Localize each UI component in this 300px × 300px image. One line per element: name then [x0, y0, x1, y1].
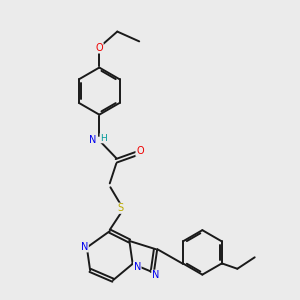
Text: S: S	[118, 203, 124, 213]
Text: O: O	[95, 43, 103, 53]
Text: N: N	[81, 242, 88, 252]
Text: O: O	[136, 146, 144, 156]
Text: N: N	[152, 270, 159, 280]
Text: N: N	[134, 262, 141, 272]
Text: N: N	[88, 134, 96, 145]
Text: H: H	[100, 134, 107, 143]
